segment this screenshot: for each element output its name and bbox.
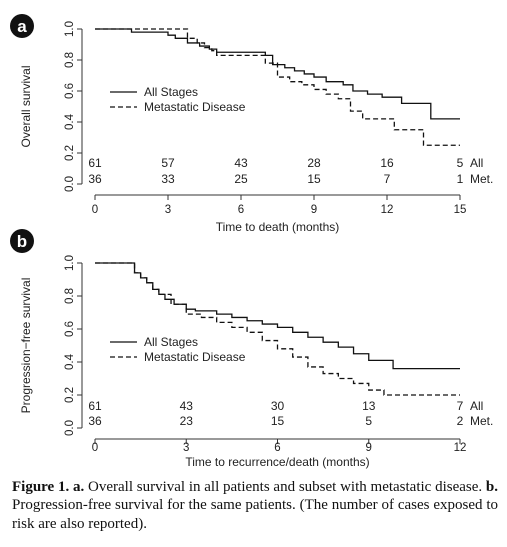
x-tick-label: 15 [454, 204, 467, 216]
x-tick-label: 9 [311, 204, 317, 216]
panel-badge-label: b [17, 232, 27, 251]
x-tick-label: 3 [183, 442, 189, 454]
caption-a-label: a. [73, 479, 85, 495]
caption-note: (The number of cases exposed to risk are… [12, 497, 499, 532]
legend-label-metastatic: Metastatic Disease [144, 100, 246, 114]
series-line-all-stages [95, 28, 460, 120]
x-axis-label: Time to recurrence/death (months) [185, 455, 369, 469]
y-tick-label: 0.4 [64, 113, 76, 130]
risk-count: 2 [457, 414, 464, 428]
y-tick-label: 0.0 [64, 176, 76, 192]
risk-count: 28 [307, 156, 321, 170]
x-tick-label: 0 [92, 442, 98, 454]
risk-count: 23 [180, 414, 194, 428]
risk-count: 36 [88, 172, 102, 186]
risk-count: 5 [365, 414, 372, 428]
series-line-metastatic [95, 28, 460, 146]
risk-count: 16 [380, 156, 394, 170]
x-tick-label: 3 [165, 204, 171, 216]
y-tick-label: 0.6 [64, 321, 76, 337]
legend-label-all-stages: All Stages [144, 335, 198, 349]
risk-count: 43 [180, 399, 194, 413]
risk-row-label: Met. [470, 172, 493, 186]
series-line-metastatic [95, 262, 460, 396]
y-axis-label: Overall survival [19, 65, 33, 147]
y-tick-label: 0.8 [64, 52, 76, 68]
y-tick-label: 0.4 [64, 353, 76, 370]
risk-count: 13 [362, 399, 376, 413]
panel-badge-label: a [17, 17, 27, 36]
risk-count: 25 [234, 172, 248, 186]
y-tick-label: 0.6 [64, 83, 76, 99]
y-tick-label: 0.2 [64, 387, 76, 403]
risk-count: 57 [161, 156, 175, 170]
caption-b-label: b. [485, 479, 499, 495]
risk-count: 5 [457, 156, 464, 170]
caption-a-text: Overall survival in all patients and sub… [88, 479, 483, 495]
risk-count: 61 [88, 156, 102, 170]
y-tick-label: 1.0 [64, 21, 76, 37]
risk-row-label: All [470, 156, 483, 170]
risk-count: 30 [271, 399, 285, 413]
y-tick-label: 0.2 [64, 145, 76, 161]
x-tick-label: 0 [92, 204, 98, 216]
series-line-all-stages [95, 262, 460, 370]
legend-label-metastatic: Metastatic Disease [144, 350, 246, 364]
panel-badge-b [10, 229, 34, 253]
y-tick-label: 0.8 [64, 288, 76, 304]
caption-figure-label: Figure 1. [12, 479, 70, 495]
risk-count: 1 [457, 172, 464, 186]
risk-row-label: All [470, 399, 483, 413]
legend-label-all-stages: All Stages [144, 85, 198, 99]
x-tick-label: 12 [381, 204, 394, 216]
x-axis-label: Time to death (months) [216, 220, 340, 234]
caption-b-text: Progression-free survival for the same p… [12, 497, 296, 514]
y-tick-label: 0.0 [64, 420, 76, 436]
x-tick-label: 12 [454, 442, 467, 454]
y-tick-label: 1.0 [64, 255, 76, 271]
risk-count: 61 [88, 399, 102, 413]
risk-count: 15 [271, 414, 285, 428]
y-axis-label: Progression−free survival [19, 278, 33, 414]
x-tick-label: 9 [366, 442, 372, 454]
risk-count: 43 [234, 156, 248, 170]
risk-row-label: Met. [470, 414, 493, 428]
risk-count: 7 [457, 399, 464, 413]
x-tick-label: 6 [238, 204, 244, 216]
risk-count: 33 [161, 172, 175, 186]
panel-badge-a [10, 14, 34, 38]
figure-caption: Figure 1. a. Overall survival in all pat… [12, 478, 498, 533]
risk-count: 7 [384, 172, 391, 186]
risk-count: 36 [88, 414, 102, 428]
risk-count: 15 [307, 172, 321, 186]
x-tick-label: 6 [274, 442, 280, 454]
